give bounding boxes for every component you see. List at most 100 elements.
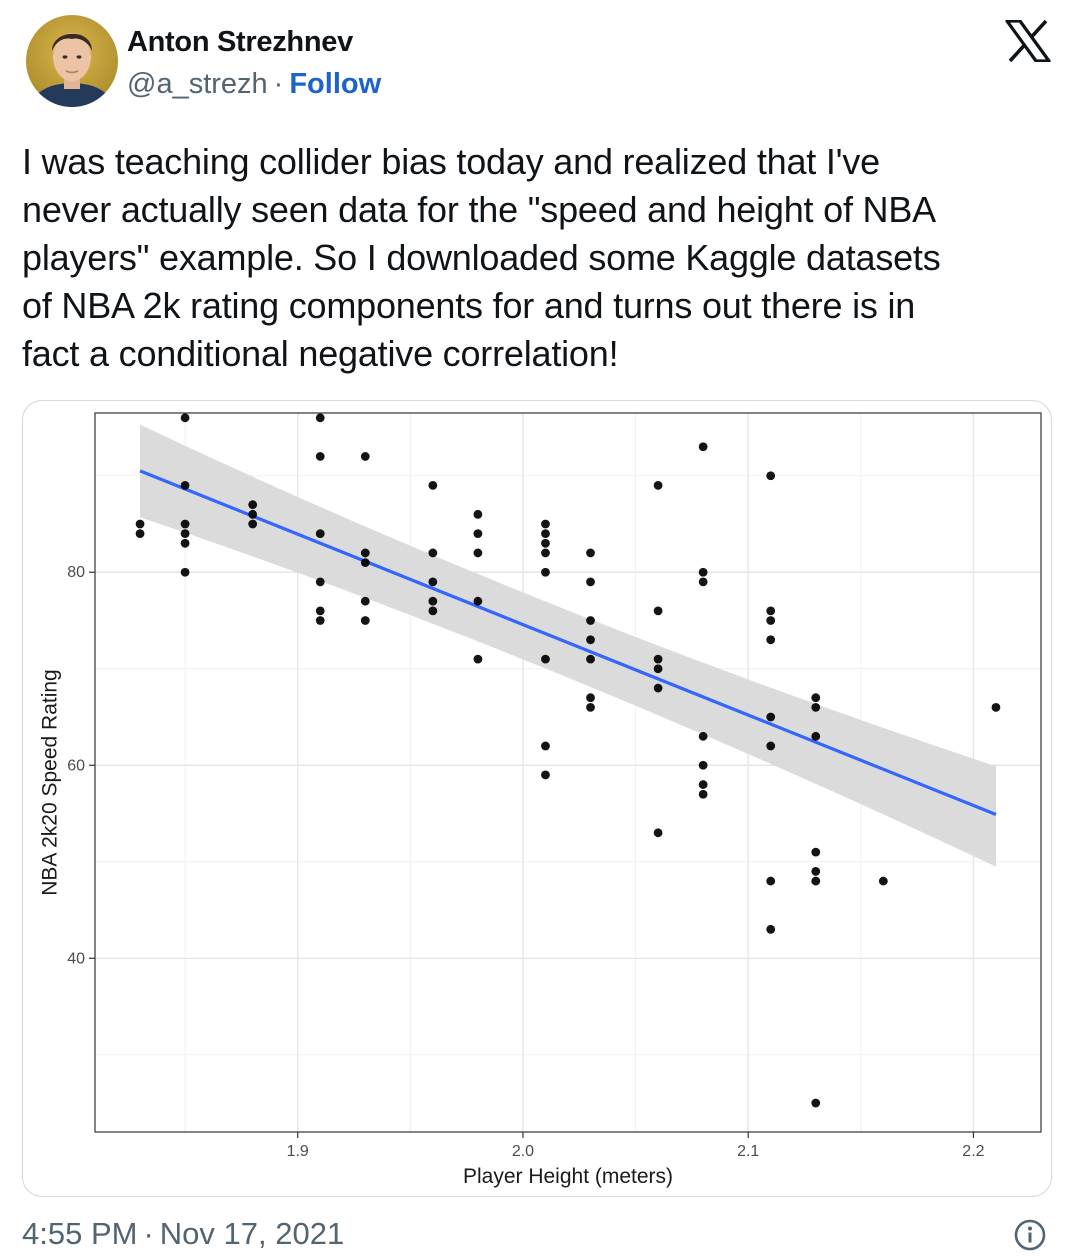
data-point (248, 500, 258, 510)
grid-minor (95, 413, 1041, 1132)
y-tick-label: 80 (67, 564, 85, 581)
tweet-time: 4:55 PM (22, 1216, 138, 1251)
data-point (541, 770, 550, 780)
data-point (315, 616, 325, 625)
media-image[interactable]: 1.9 2.0 2.1 2.2 40 60 80 Player Height (meter… (22, 400, 1052, 1197)
data-point (698, 577, 708, 587)
data-point (586, 616, 595, 625)
x-axis-ticks: 1.9 2.0 2.1 2.2 (287, 1132, 985, 1160)
y-tick-label: 40 (67, 950, 85, 967)
confidence-band (140, 424, 996, 867)
data-point (428, 577, 438, 587)
data-point (698, 442, 708, 452)
data-point (360, 558, 370, 567)
data-point (315, 606, 325, 616)
tweet-line: of NBA 2k rating components for and turn… (22, 285, 916, 326)
tweet-date: Nov 17, 2021 (159, 1216, 345, 1251)
data-point (428, 548, 438, 558)
data-point (315, 413, 325, 423)
data-point (360, 452, 370, 461)
data-point (315, 529, 325, 539)
y-axis-ticks: 40 60 80 (67, 564, 95, 967)
data-point (766, 876, 776, 886)
data-point (541, 529, 550, 539)
data-point (541, 654, 550, 664)
data-point (766, 712, 776, 722)
data-point (180, 567, 190, 577)
data-point (541, 519, 550, 529)
follow-button[interactable]: Follow (289, 68, 382, 100)
data-point (766, 741, 776, 751)
data-point (586, 577, 595, 587)
data-point (586, 693, 595, 703)
y-axis-label: NBA 2k20 Speed Rating (38, 669, 61, 896)
data-point (135, 529, 145, 539)
data-point (653, 606, 663, 616)
data-point (766, 606, 776, 616)
handle-separator: · (273, 68, 284, 100)
x-logo-icon[interactable] (1005, 19, 1051, 63)
data-point (811, 867, 821, 876)
data-point (473, 529, 483, 539)
tweet-line: never actually seen data for the "speed … (22, 189, 936, 230)
data-point (766, 635, 776, 645)
tweet-timestamp[interactable]: 4:55 PM · Nov 17, 2021 (22, 1216, 344, 1252)
data-point (653, 683, 663, 693)
data-point (360, 548, 370, 558)
avatar-image (26, 15, 118, 107)
data-point (698, 760, 708, 770)
data-point (811, 693, 821, 703)
data-point (991, 702, 1001, 712)
tweet-line: players" example. So I downloaded some K… (22, 237, 941, 278)
data-point (541, 548, 550, 558)
tweet-text: I was teaching collider bias today and r… (22, 138, 1052, 378)
data-point (428, 606, 438, 616)
timestamp-separator: · (143, 1216, 154, 1251)
data-point (541, 741, 550, 751)
data-point (586, 654, 595, 664)
data-point (698, 780, 708, 789)
data-point (360, 616, 370, 625)
data-point (653, 828, 663, 838)
data-point (180, 529, 190, 539)
data-point (473, 509, 483, 519)
data-point (653, 664, 663, 674)
y-tick-label: 60 (67, 757, 85, 774)
data-point (653, 654, 663, 664)
data-point (428, 596, 438, 606)
panel-border (94, 412, 1042, 1133)
data-point (541, 567, 550, 577)
data-point (811, 847, 821, 857)
author-meta: @a_strezh · Follow (127, 68, 381, 101)
tweet-line: I was teaching collider bias today and r… (22, 141, 880, 182)
data-point (180, 480, 190, 490)
data-point (766, 471, 776, 481)
data-point (360, 596, 370, 606)
data-point (180, 538, 190, 548)
data-point (473, 596, 483, 606)
data-point (315, 452, 325, 461)
info-icon[interactable] (1014, 1219, 1046, 1251)
author-handle[interactable]: @a_strezh (127, 68, 268, 100)
scatter-chart: 1.9 2.0 2.1 2.2 40 60 80 Player Height (meter… (38, 412, 1042, 1188)
data-point (811, 702, 821, 712)
data-point (586, 548, 595, 558)
data-point (878, 876, 888, 886)
data-point (473, 548, 483, 558)
avatar[interactable] (26, 15, 118, 107)
fit-line (139, 469, 997, 816)
x-tick-label: 1.9 (287, 1143, 309, 1160)
author-name[interactable]: Anton Strezhnev (127, 26, 353, 58)
x-axis-label: Player Height (meters) (463, 1165, 673, 1188)
data-point (428, 480, 438, 490)
data-point (811, 1098, 821, 1108)
x-tick-label: 2.0 (512, 1143, 534, 1160)
data-point (766, 924, 776, 934)
data-point (698, 789, 708, 799)
x-tick-label: 2.1 (737, 1143, 759, 1160)
data-point (541, 538, 550, 548)
data-points (135, 413, 1001, 1108)
tweet-line: fact a conditional negative correlation! (22, 333, 619, 374)
data-point (473, 654, 483, 664)
data-point (180, 519, 190, 529)
